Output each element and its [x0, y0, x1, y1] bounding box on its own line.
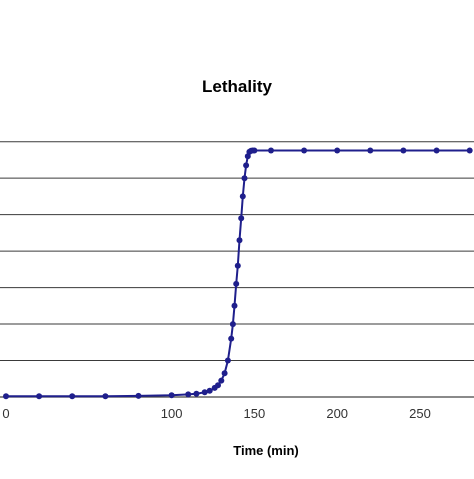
data-point [221, 370, 228, 377]
data-point [231, 302, 238, 309]
data-point [334, 147, 341, 154]
data-point [433, 147, 440, 154]
data-point [238, 215, 245, 222]
x-tick-label: 250 [409, 406, 431, 421]
gridlines [0, 141, 474, 398]
data-point [367, 147, 374, 154]
data-point [268, 147, 274, 154]
x-tick-label: 200 [326, 406, 348, 421]
data-point [185, 391, 192, 398]
data-point [69, 393, 76, 400]
series-line [6, 149, 470, 398]
data-point [206, 387, 213, 394]
data-point [228, 335, 235, 342]
data-point [466, 147, 473, 154]
data-point [400, 147, 407, 154]
data-point [234, 262, 241, 269]
x-tick-label: 150 [244, 406, 266, 421]
data-point [229, 321, 236, 328]
data-point [193, 390, 200, 397]
x-axis-label: Time (min) [233, 443, 299, 458]
data-point [224, 357, 231, 364]
data-point [102, 393, 109, 400]
data-point [218, 377, 225, 384]
series-layer [3, 147, 473, 400]
data-point [239, 193, 246, 200]
chart-title: Lethality [202, 77, 272, 96]
data-point [241, 175, 248, 182]
data-point [201, 389, 208, 396]
data-point [233, 280, 240, 287]
data-point [168, 392, 175, 399]
data-point [251, 147, 258, 154]
data-point [215, 382, 221, 389]
data-point [3, 393, 9, 400]
data-point [135, 392, 142, 399]
data-point [236, 237, 243, 244]
x-tick-label: 100 [161, 406, 183, 421]
x-tick-labels: 0 100 150 200 250 [2, 406, 430, 421]
data-point [301, 147, 308, 154]
data-point [243, 162, 250, 169]
data-point [36, 393, 43, 400]
x-tick-label: 0 [2, 406, 9, 421]
